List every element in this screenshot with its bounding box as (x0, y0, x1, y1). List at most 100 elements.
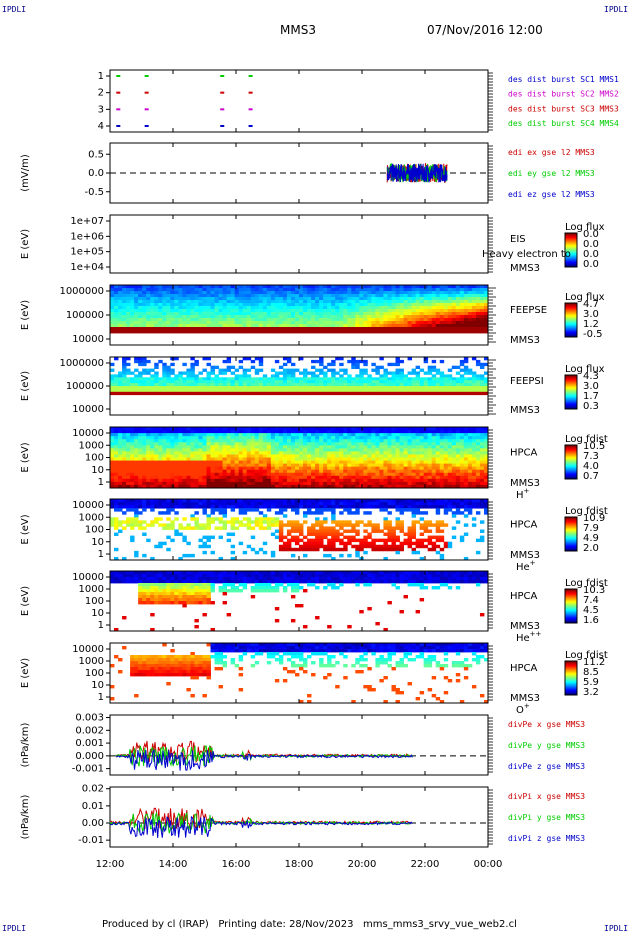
hpca_h-panel-cell (319, 484, 324, 489)
feepse-panel-cell (150, 321, 155, 325)
feepse-panel-cell (210, 297, 215, 301)
feepsi-panel-cell (431, 388, 437, 393)
feepsi-panel-cell (407, 380, 412, 384)
feepse-panel-cell (290, 321, 296, 325)
hpca_he-panel-cell (134, 514, 139, 518)
eis-panel-cbar-step (565, 244, 577, 246)
feepse-panel-cell (258, 318, 264, 322)
feepse-panel-cell (262, 327, 268, 331)
hpca_he-panel-spectrogram (110, 499, 489, 561)
feepsi-panel-cell (282, 362, 288, 367)
feepse-panel-cell (299, 300, 304, 304)
hpca_h-panel-cell (403, 478, 408, 483)
feepsi-panel-cell (114, 388, 119, 393)
feepse-panel-cell (174, 291, 179, 295)
hpca_h-panel-cell (355, 433, 360, 437)
feepse-panel-cell (186, 294, 191, 298)
feepsi-panel-cell (391, 377, 396, 381)
feepsi-panel-cell (299, 377, 304, 381)
feepse-panel-cell (339, 303, 344, 307)
feepsi-panel-cell (274, 383, 280, 387)
feepse-panel-cell (202, 309, 207, 313)
hpca_h-panel-cell (403, 475, 408, 480)
feepse-panel-cell (323, 300, 328, 304)
hpca_he-panel-cell (130, 508, 135, 512)
feepse-panel-cell (327, 327, 332, 331)
hpca_h-panel-cell (347, 478, 352, 483)
hpca_h-panel-cell (307, 460, 312, 464)
feepsi-panel-cell (170, 368, 175, 372)
hpca_h-panel-cell (351, 475, 356, 480)
feepse-panel-cell (479, 315, 485, 319)
hpca_h-panel-cell (431, 466, 437, 471)
feepsi-panel-cell (423, 388, 429, 393)
hpca_h-panel-cell (383, 448, 388, 452)
hpca_h-panel-cell (186, 484, 191, 489)
feepse-panel-cell (391, 312, 396, 316)
feepsi-panel-cell (270, 380, 276, 384)
feepse-panel-cell (375, 309, 380, 313)
hpca_he-panel-cell (170, 520, 175, 524)
feepse-panel-cell (451, 318, 457, 322)
feepse-panel-cell (399, 294, 404, 298)
hpca_h-panel-cell (138, 457, 143, 461)
feepse-panel-cell (367, 288, 372, 292)
hpca_h-panel-cell (202, 460, 207, 464)
feepsi-panel-cell (146, 359, 151, 364)
feepse-panel-cell (419, 300, 425, 304)
feepse-panel-cell (315, 327, 320, 331)
hpca_h-panel-cell (210, 448, 215, 452)
hpca_h-panel-cell (190, 466, 195, 471)
feepse-panel-cell (407, 288, 412, 292)
feepse-panel-cell (387, 288, 392, 292)
hpca_h-panel-cell (323, 466, 328, 471)
feepsi-panel-cell (134, 388, 139, 393)
hpca_he-panel-cell (226, 538, 232, 543)
feepse-panel-cell (379, 327, 384, 331)
hpca_h-panel-cell (166, 463, 171, 468)
feepse-panel-cell (154, 291, 159, 295)
feepse-panel-cell (242, 318, 248, 322)
hpca_h-panel-cell (415, 463, 421, 468)
hpca_h-panel-cbar-step (565, 463, 577, 465)
hpca_h-panel-cell (371, 466, 376, 471)
feepsi-panel-cell (234, 377, 240, 381)
feepse-panel-cell (319, 297, 324, 301)
feepse-panel-cell (270, 324, 276, 328)
feepse-panel-cell (270, 294, 276, 298)
hpca_h-panel-cell (391, 472, 396, 477)
feepse-panel-cell (130, 288, 135, 292)
feepse-panel-cell (335, 291, 340, 295)
feepse-panel-cell (443, 306, 449, 310)
hpca_h-panel-cell (387, 454, 392, 458)
feepse-panel-cell (447, 285, 453, 289)
feepse-panel-cell (274, 300, 280, 304)
hpca_he-panel-cell (222, 520, 228, 524)
hpca_h-panel-cell (419, 454, 425, 458)
feepse-panel-cell (122, 291, 127, 295)
feepse-panel-cell (242, 327, 248, 331)
hpca_h-panel-cell (114, 433, 119, 437)
hpca_h-panel-cell (266, 481, 272, 486)
feepsi-panel-cell (258, 380, 264, 384)
feepse-panel-cell (262, 321, 268, 325)
hpca_h-panel-cell (266, 460, 272, 464)
feepse-panel-cell (134, 327, 139, 331)
hpca_h-panel-cell (415, 430, 421, 434)
feepsi-panel-cell (238, 386, 244, 390)
feepse-panel-cell (339, 285, 344, 289)
hpca_h-panel-cell (479, 445, 485, 449)
feepse-panel-cell (282, 294, 288, 298)
hpca_he-panel-cell (210, 520, 215, 524)
feepse-panel-cell (162, 315, 167, 319)
hpca_h-panel-spacecraft: MMS3 (510, 478, 540, 489)
hpca_h-panel-cell (367, 478, 372, 483)
hpca_h-panel-cell (387, 463, 392, 468)
hpca_h-panel-cell (290, 442, 296, 446)
feepse-panel-cell (303, 318, 308, 322)
hpca_he-panel-cell (174, 511, 179, 515)
hpca_h-panel-cell (479, 478, 485, 483)
feepse-panel-cell (471, 291, 477, 295)
hpca_h-panel-cell (307, 448, 312, 452)
hpca_h-panel-cell (351, 478, 356, 483)
